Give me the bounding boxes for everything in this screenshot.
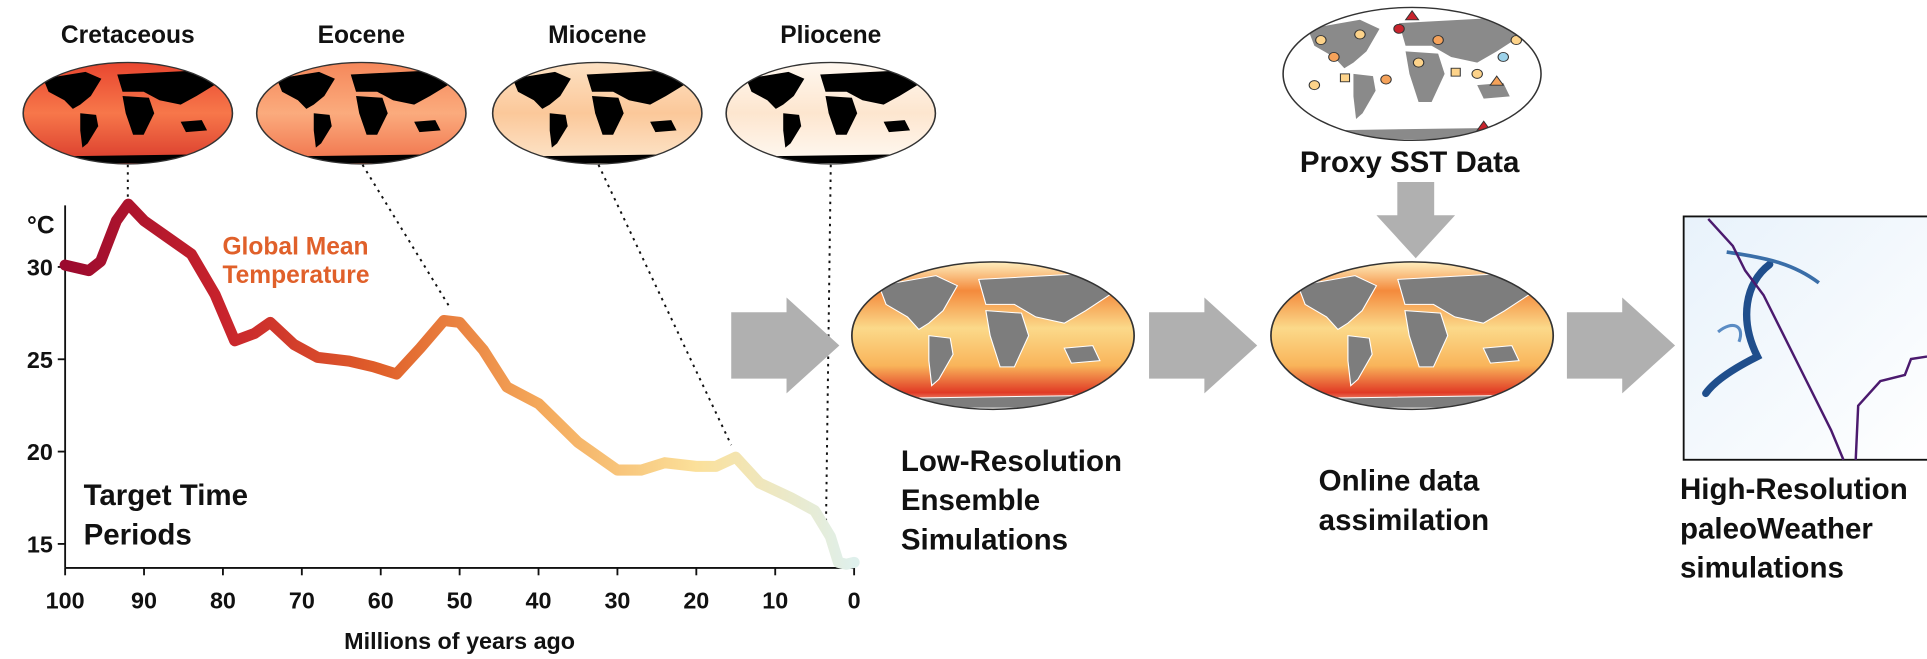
x-tick-label: 0 [848, 587, 861, 613]
figure: Cretaceous Eocene Miocene Pliocene Proxy… [0, 0, 1927, 659]
period-title: Pliocene [780, 22, 881, 49]
proxy-label: Proxy SST Data [1300, 146, 1520, 179]
page: Cretaceous Eocene Miocene Pliocene Proxy… [0, 0, 1927, 659]
period-title: Cretaceous [61, 22, 195, 49]
period-title: Miocene [548, 22, 646, 49]
y-tick-label: 20 [27, 439, 53, 465]
proxy-map [1282, 6, 1543, 141]
x-axis-title: Millions of years ago [344, 628, 575, 654]
x-tick-label: 70 [289, 587, 315, 613]
x-tick-label: 40 [526, 587, 552, 613]
y-tick-label: 30 [27, 255, 53, 281]
cretaceous-map [22, 62, 233, 165]
period-title: Eocene [318, 22, 405, 49]
x-tick-label: 80 [210, 587, 236, 613]
high-res-panel [1684, 216, 1927, 459]
low-res-map [850, 261, 1135, 411]
y-tick-label: 15 [27, 532, 53, 558]
arrow [731, 298, 839, 394]
x-tick-label: 90 [131, 587, 157, 613]
pliocene-map [725, 62, 936, 165]
x-tick-label: 100 [46, 587, 85, 613]
arrow [1567, 298, 1675, 394]
series-label: Global Mean Temperature [222, 234, 394, 291]
low-res-label: Low-Resolution Ensemble Simulations [901, 443, 1171, 561]
assimilation-map [1270, 261, 1555, 411]
assimilation-label: Online data assimilation [1319, 462, 1540, 541]
x-tick-label: 50 [447, 587, 473, 613]
y-unit: °C [27, 213, 55, 240]
annotation: Target Time Periods [84, 477, 281, 556]
x-tick-label: 20 [683, 587, 709, 613]
x-tick-label: 10 [762, 587, 788, 613]
eocene-map [256, 62, 467, 165]
temperature-chart: °C Global Mean Temperature Target Time P… [27, 204, 861, 654]
x-tick-label: 60 [368, 587, 394, 613]
x-tick-label: 30 [604, 587, 630, 613]
miocene-map [492, 62, 703, 165]
arrow [1149, 298, 1257, 394]
high-res-label: High-Resolution paleoWeather simulations [1680, 471, 1927, 589]
down-arrow [1376, 182, 1455, 258]
y-tick-label: 25 [27, 347, 53, 373]
